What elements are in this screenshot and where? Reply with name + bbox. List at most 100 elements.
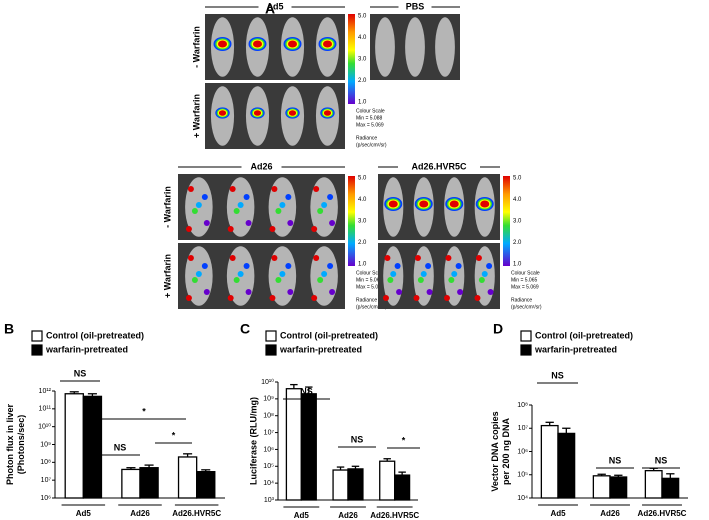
heat-signal — [419, 200, 429, 208]
heat-signal — [311, 226, 318, 232]
colour-scale — [348, 176, 355, 266]
heat-signal — [451, 271, 458, 277]
heat-signal — [195, 271, 202, 277]
scale-legend: Min = 5.065 — [511, 277, 537, 283]
bar — [196, 471, 216, 499]
significance-label: NS — [609, 455, 622, 465]
heat-signal — [185, 226, 192, 232]
row-label: - Warfarin — [191, 26, 201, 68]
bar — [394, 474, 411, 501]
heat-signal — [285, 194, 292, 200]
heat-signal — [445, 255, 452, 261]
y-tick-label: 10⁶ — [40, 495, 51, 502]
heat-signal — [486, 263, 493, 269]
heat-signal — [317, 277, 324, 283]
heat-signal — [327, 194, 334, 200]
heat-signal — [475, 255, 482, 261]
bar — [64, 393, 84, 499]
x-tick-label: Ad5 — [294, 511, 310, 520]
y-tick-label: 10⁹ — [263, 396, 274, 403]
scale-legend: Colour Scale — [356, 270, 385, 276]
significance-label: NS — [351, 434, 364, 444]
heat-signal — [271, 186, 278, 192]
x-tick-label: Ad5 — [76, 509, 92, 518]
bar — [540, 424, 559, 499]
y-tick-label: 10⁷ — [41, 477, 52, 484]
legend-label: warfarin-pretreated — [45, 344, 128, 354]
colour-scale — [503, 176, 510, 266]
heat-signal — [287, 289, 294, 295]
bar — [332, 469, 349, 501]
heat-signal — [243, 194, 250, 200]
x-tick-label: Ad5 — [550, 509, 566, 518]
bar — [592, 475, 611, 499]
group-title: Ad26 — [250, 161, 272, 171]
group-title: Ad5 — [266, 1, 283, 11]
y-tick-label: 10⁶ — [517, 448, 528, 455]
y-tick-label: 10⁹ — [40, 441, 51, 448]
heat-signal — [387, 277, 394, 283]
bar — [557, 432, 576, 499]
bar — [644, 470, 663, 499]
scale-legend: (p/sec/cm²/sr) — [356, 142, 387, 148]
y-tick-label: 10¹⁰ — [38, 423, 51, 431]
heat-signal — [384, 255, 391, 261]
legend-label: warfarin-pretreated — [279, 344, 362, 354]
heat-signal — [218, 40, 227, 48]
heat-signal — [323, 110, 332, 116]
scale-label: 3.0 — [358, 57, 367, 63]
significance-label: NS — [551, 370, 564, 380]
legend-swatch — [31, 330, 43, 342]
heat-signal — [279, 202, 286, 208]
heat-signal — [420, 271, 427, 277]
heat-signal — [229, 186, 236, 192]
scale-label: 1.0 — [358, 100, 367, 106]
heat-signal — [203, 220, 210, 226]
heat-signal — [233, 208, 240, 214]
heat-signal — [394, 263, 401, 269]
y-axis-label: Luciferase (RLU/mg) — [248, 397, 258, 485]
heat-signal — [388, 200, 398, 208]
y-axis-label: per 200 ng DNA — [501, 417, 511, 485]
x-tick-label: Ad26.HVR5C — [638, 509, 687, 518]
mouse — [375, 17, 395, 77]
heat-signal — [191, 208, 198, 214]
scale-label: 1.0 — [513, 262, 522, 268]
bar — [121, 468, 141, 499]
y-tick-label: 10⁷ — [518, 425, 529, 432]
scale-legend: Radiance — [356, 135, 377, 141]
scale-legend: (p/sec/cm²/sr) — [356, 304, 387, 310]
colour-scale — [348, 14, 355, 104]
y-tick-label: 10⁶ — [263, 446, 274, 453]
y-tick-label: 10⁷ — [264, 429, 275, 436]
x-tick-label: Ad26.HVR5C — [370, 511, 419, 520]
heat-signal — [187, 186, 194, 192]
scale-legend: Colour Scale — [511, 270, 540, 276]
heat-signal — [396, 289, 403, 295]
bar — [285, 388, 302, 501]
heat-signal — [390, 271, 397, 277]
heat-signal — [474, 295, 481, 301]
scale-label: 2.0 — [358, 240, 367, 246]
scale-label: 3.0 — [513, 219, 522, 225]
heat-signal — [237, 271, 244, 277]
heat-signal — [448, 277, 455, 283]
bar — [300, 393, 317, 501]
heat-signal — [201, 263, 208, 269]
row-label: + Warfarin — [191, 94, 201, 138]
legend-label: Control (oil-pretreated) — [535, 330, 633, 340]
heat-signal — [443, 295, 450, 301]
group-title: Ad26.HVR5C — [411, 161, 467, 171]
group-title: PBS — [406, 1, 425, 11]
legend-label: warfarin-pretreated — [534, 344, 617, 354]
heat-signal — [275, 208, 282, 214]
scale-label: 1.0 — [358, 262, 367, 268]
heat-signal — [285, 263, 292, 269]
bar — [609, 476, 628, 499]
bar — [82, 395, 103, 499]
legend-label: Control (oil-pretreated) — [46, 330, 144, 340]
heat-signal — [229, 255, 236, 261]
scale-legend: Radiance — [511, 297, 532, 303]
bar — [379, 460, 396, 501]
